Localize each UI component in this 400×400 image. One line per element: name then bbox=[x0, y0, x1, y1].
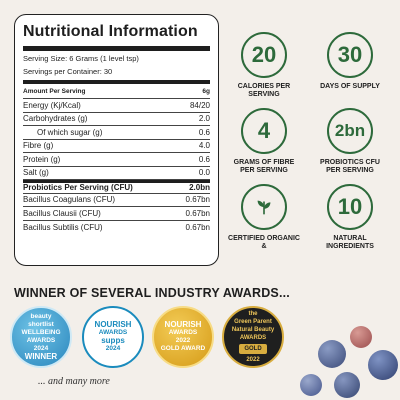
stat-circle: 4 bbox=[241, 108, 287, 154]
award-text: NOURISH bbox=[94, 320, 132, 329]
stat-circle: 10 bbox=[327, 184, 373, 230]
nutrition-title: Nutritional Information bbox=[23, 23, 210, 51]
stat-calories: 20 CALORIES PER SERVING bbox=[228, 32, 300, 99]
nutrition-row: Energy (Kj/Kcal) 84/20 bbox=[23, 99, 210, 113]
award-text: beauty bbox=[30, 313, 52, 320]
row-value: 0.67bn bbox=[185, 222, 210, 232]
row-value: 0.67bn bbox=[185, 208, 210, 218]
nutrition-header-row: Amount Per Serving 6g bbox=[23, 84, 210, 99]
leaf-icon bbox=[241, 184, 287, 230]
stat-fibre: 4 GRAMS OF FIBRE PER SERVING bbox=[228, 108, 300, 175]
header-value: 6g bbox=[202, 87, 210, 95]
blueberry-image bbox=[368, 350, 398, 380]
stat-caption: CERTIFIED ORGANIC & bbox=[228, 235, 300, 250]
stat-caption: PROBIOTICS CFU PER SERVING bbox=[320, 159, 380, 174]
blueberry-image bbox=[318, 340, 346, 368]
stat-organic: CERTIFIED ORGANIC & bbox=[228, 184, 300, 251]
row-value: 84/20 bbox=[189, 100, 210, 110]
award-text: Natural Beauty bbox=[231, 327, 275, 333]
nutrition-row: Bacillus Clausii (CFU) 0.67bn bbox=[23, 207, 210, 221]
nutrition-row: Fibre (g) 4.0 bbox=[23, 140, 210, 153]
blueberry-image bbox=[334, 372, 360, 398]
row-label: Salt (g) bbox=[23, 168, 49, 178]
servings-per-container: Servings per Container: 30 bbox=[23, 67, 113, 76]
award-badge-beauty-shortlist: beauty shortlist WELLBEING AWARDS 2024 W… bbox=[10, 306, 72, 368]
stat-circle: 2bn bbox=[327, 108, 373, 154]
award-text: WELLBEING bbox=[21, 329, 61, 336]
row-value: 0.6 bbox=[198, 154, 210, 164]
stat-caption: CALORIES PER SERVING bbox=[237, 83, 291, 98]
row-label: Energy (Kj/Kcal) bbox=[23, 100, 81, 110]
stat-circle: 20 bbox=[241, 32, 287, 78]
and-many-more-text: ... and many more bbox=[38, 376, 110, 387]
row-label: Bacillus Clausii (CFU) bbox=[23, 208, 101, 218]
row-label: Fibre (g) bbox=[23, 141, 54, 151]
row-label: Probiotics Per Serving (CFU) bbox=[23, 183, 133, 193]
award-text: GOLD bbox=[239, 344, 267, 354]
award-text: shortlist bbox=[28, 321, 54, 328]
nutrition-panel: Nutritional Information Serving Size: 6 … bbox=[14, 14, 219, 266]
leaf-icon-svg bbox=[257, 200, 271, 215]
row-label: Bacillus Coagulans (CFU) bbox=[23, 195, 116, 205]
award-text: AWARDS bbox=[26, 337, 56, 344]
stat-caption: DAYS OF SUPPLY bbox=[320, 83, 380, 90]
nutrition-row: Salt (g) 0.0 bbox=[23, 167, 210, 180]
award-text: AWARDS bbox=[239, 335, 267, 341]
award-text: 2024 bbox=[33, 345, 49, 352]
nutrition-row: Protein (g) 0.6 bbox=[23, 153, 210, 167]
row-value: 0.0 bbox=[198, 168, 210, 178]
stat-days: 30 DAYS OF SUPPLY bbox=[314, 32, 386, 91]
award-badge-green-parent: the Green Parent Natural Beauty AWARDS G… bbox=[222, 306, 284, 368]
award-text: NOURISH bbox=[164, 320, 202, 329]
blueberry-image bbox=[300, 374, 322, 396]
nutrition-row: Of which sugar (g) 0.6 bbox=[23, 126, 210, 140]
row-label: Bacillus Subtilis (CFU) bbox=[23, 222, 103, 232]
serving-size: Serving Size: 6 Grams (1 level tsp) bbox=[23, 54, 139, 63]
header-label: Amount Per Serving bbox=[23, 87, 86, 95]
nutrition-row: Probiotics Per Serving (CFU) 2.0bn bbox=[23, 180, 210, 194]
row-value: 0.6 bbox=[198, 127, 210, 137]
award-badge-nourish-gold: NOURISH AWARDS 2022 GOLD AWARD bbox=[152, 306, 214, 368]
stat-caption: NATURAL INGREDIENTS bbox=[326, 235, 374, 250]
nutrition-row: Carbohydrates (g) 2.0 bbox=[23, 113, 210, 126]
awards-heading: WINNER OF SEVERAL INDUSTRY AWARDS... bbox=[14, 286, 290, 300]
nutrition-row: Bacillus Subtilis (CFU) 0.67bn bbox=[23, 221, 210, 235]
award-text: 2022 bbox=[175, 337, 191, 344]
stat-caption: GRAMS OF FIBRE PER SERVING bbox=[233, 159, 295, 174]
award-text: GOLD AWARD bbox=[160, 345, 206, 352]
award-text: Green Parent bbox=[234, 319, 272, 325]
row-value: 4.0 bbox=[198, 141, 210, 151]
award-text: supps bbox=[101, 336, 125, 345]
award-text: WINNER bbox=[24, 352, 58, 361]
row-label: Carbohydrates (g) bbox=[23, 114, 88, 124]
award-text: 2024 bbox=[105, 345, 121, 352]
award-text: AWARDS bbox=[168, 329, 198, 336]
nutrition-row: Bacillus Coagulans (CFU) 0.67bn bbox=[23, 194, 210, 207]
row-label: Of which sugar (g) bbox=[37, 127, 103, 137]
stat-probiotics: 2bn PROBIOTICS CFU PER SERVING bbox=[314, 108, 386, 175]
row-label: Protein (g) bbox=[23, 154, 61, 164]
thick-divider bbox=[23, 80, 210, 84]
row-value: 2.0bn bbox=[189, 183, 210, 193]
award-badge-nourish-supps: NOURISH AWARDS supps 2024 bbox=[82, 306, 144, 368]
row-value: 2.0 bbox=[198, 114, 210, 124]
stat-circle: 30 bbox=[327, 32, 373, 78]
award-text: AWARDS bbox=[98, 329, 128, 336]
stat-ingredients: 10 NATURAL INGREDIENTS bbox=[314, 184, 386, 251]
award-text: 2022 bbox=[246, 357, 260, 363]
row-value: 0.67bn bbox=[185, 195, 210, 205]
award-text: the bbox=[248, 311, 258, 317]
berry-image bbox=[350, 326, 372, 348]
